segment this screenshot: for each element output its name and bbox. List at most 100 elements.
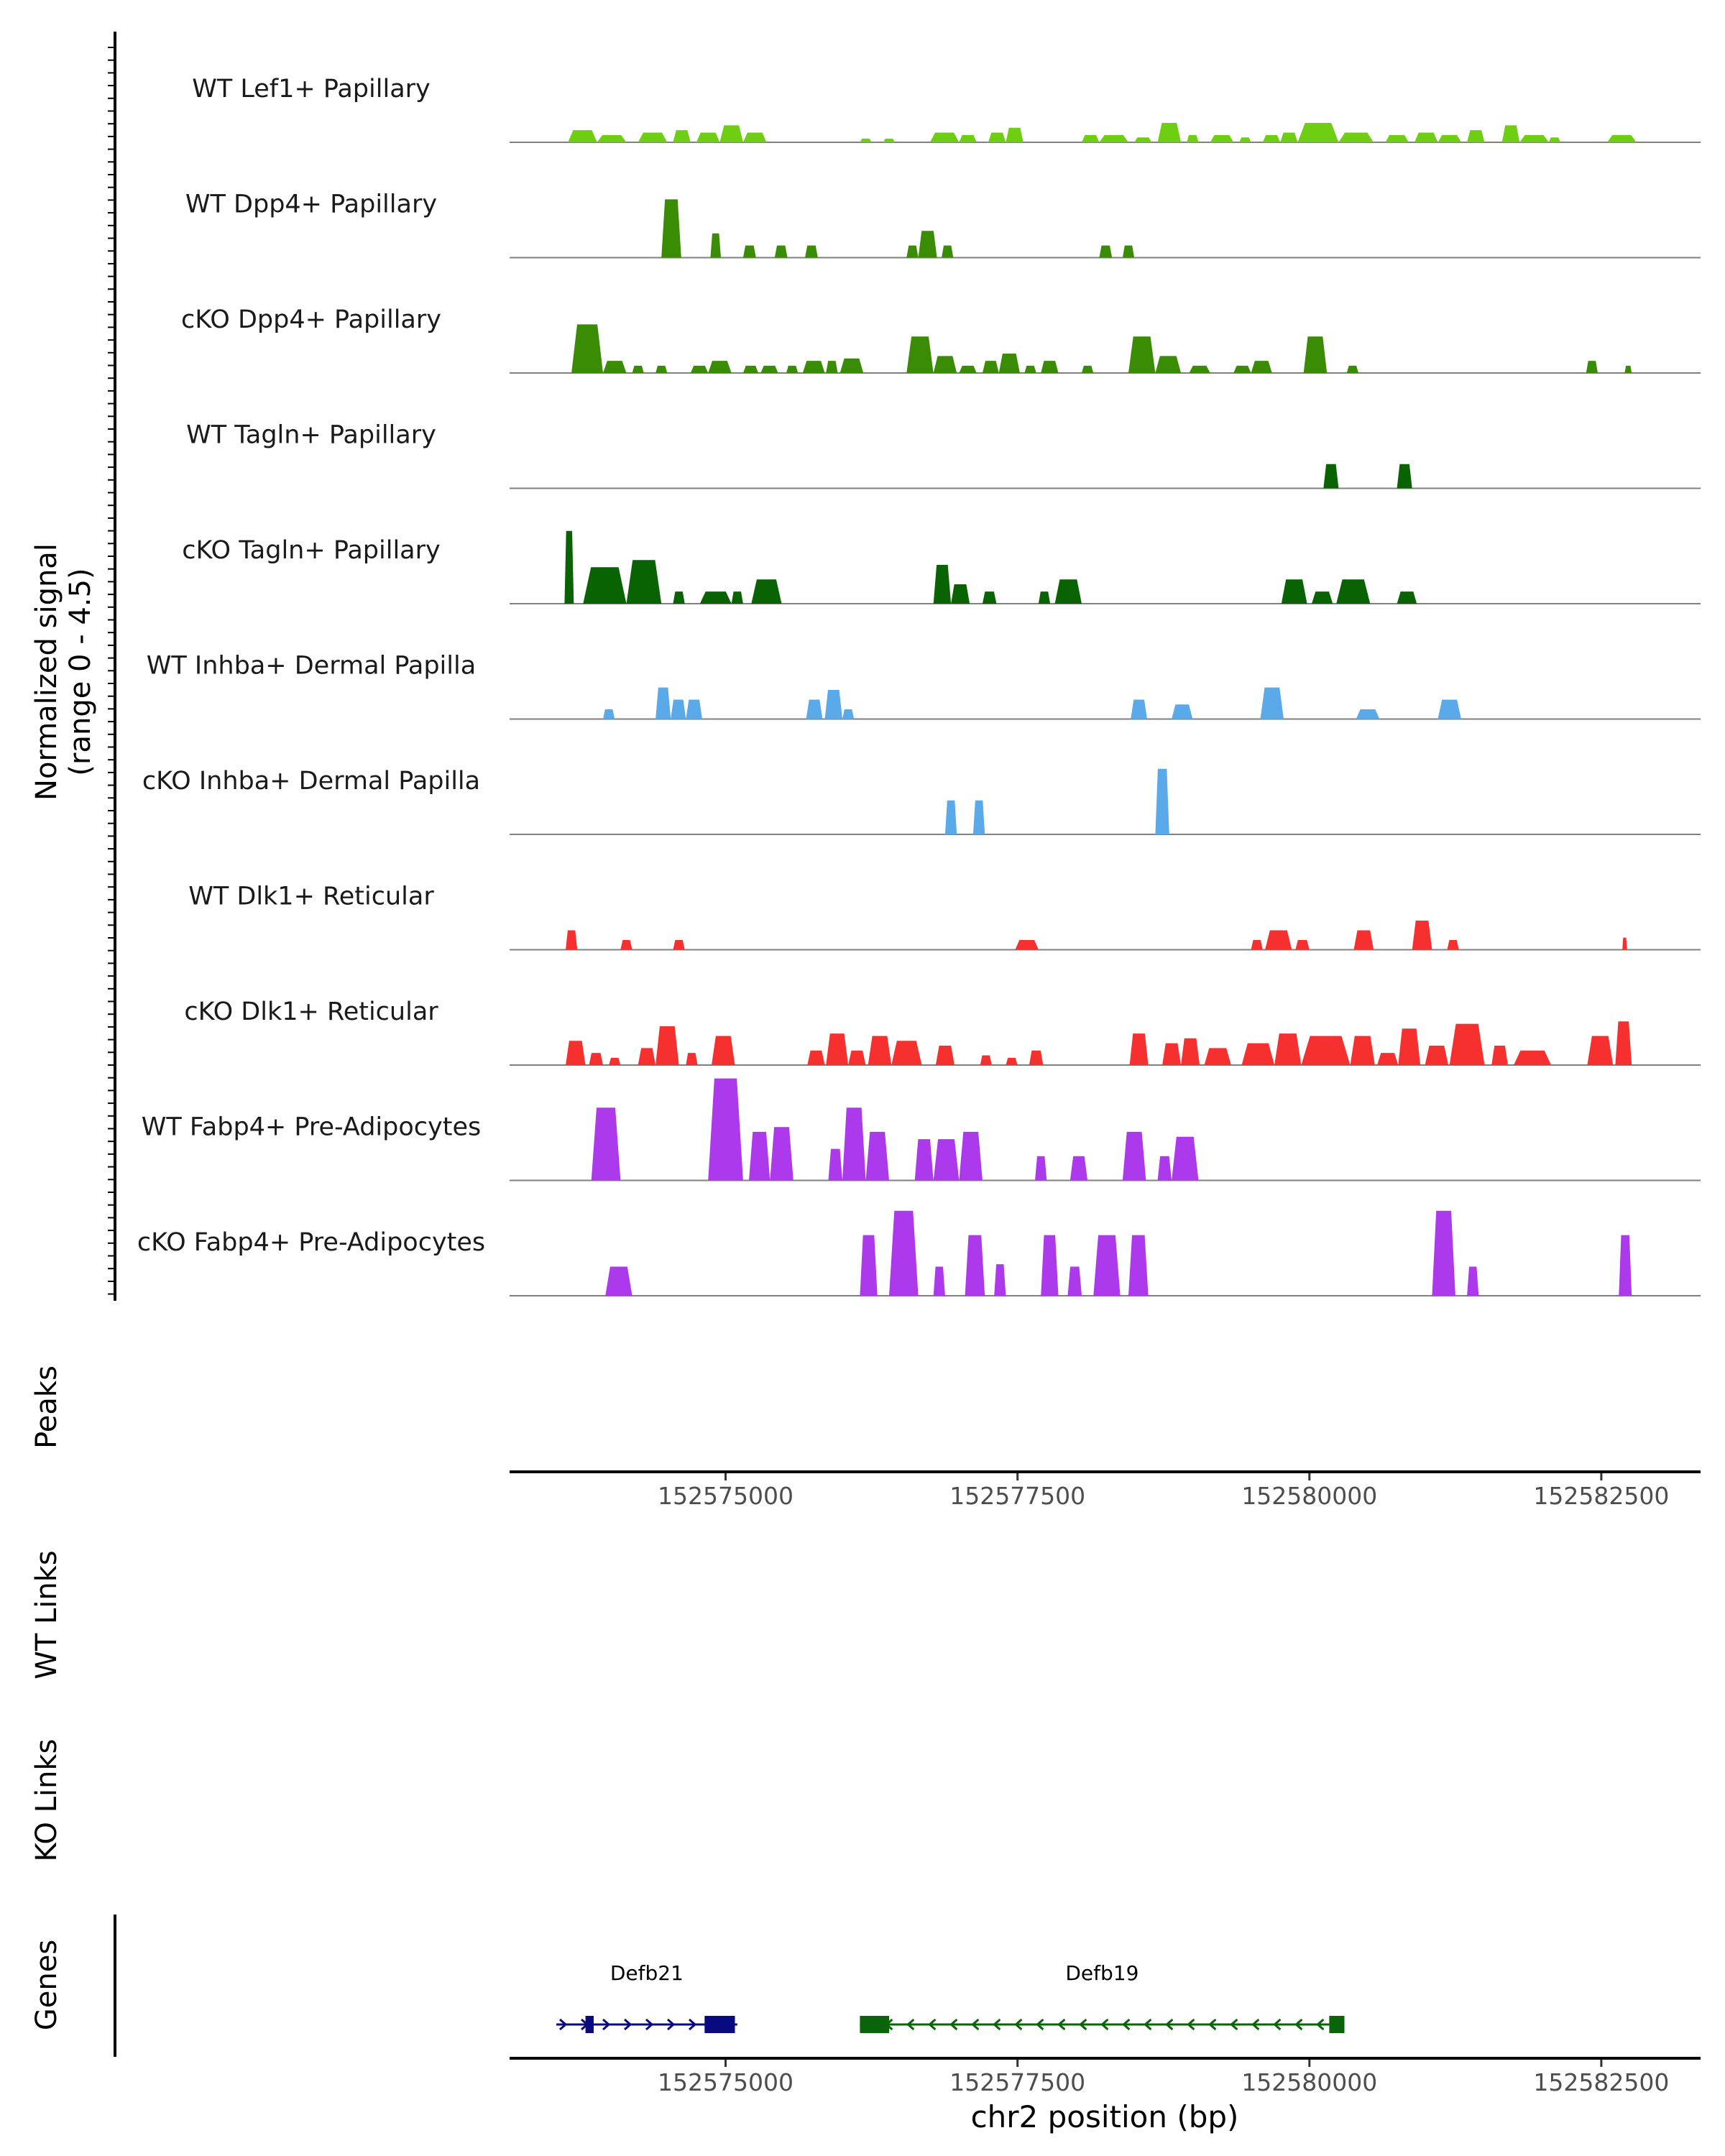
signal-peak bbox=[566, 1041, 586, 1065]
strand-arrow bbox=[1230, 2018, 1238, 2031]
track-label: WT Inhba+ Dermal Papilla bbox=[147, 652, 476, 681]
strand-arrow bbox=[1187, 2018, 1195, 2031]
signal-peak bbox=[1035, 1156, 1047, 1181]
strand-arrow bbox=[1144, 2018, 1152, 2031]
signal-peak bbox=[673, 130, 691, 142]
track-label: cKO Tagln+ Papillary bbox=[182, 536, 441, 565]
signal-peak bbox=[712, 1036, 735, 1065]
signal-peak bbox=[591, 1107, 621, 1181]
signal-peak bbox=[988, 132, 1006, 142]
signal-peak bbox=[1353, 930, 1374, 950]
coverage-track: WT Inhba+ Dermal Papilla bbox=[147, 652, 1701, 720]
signal-peak bbox=[826, 1033, 849, 1065]
signal-peak bbox=[1029, 1050, 1044, 1065]
signal-peak bbox=[1265, 930, 1292, 950]
signal-peak bbox=[638, 132, 668, 142]
signal-peak bbox=[671, 699, 686, 719]
signal-peak bbox=[708, 1078, 743, 1181]
signal-peak bbox=[883, 138, 896, 142]
peaks-x-axis: 152575000 152577500 152580000 152582500 bbox=[658, 1473, 1669, 1510]
signal-peak bbox=[1398, 1028, 1421, 1065]
strand-arrow bbox=[1122, 2018, 1131, 2031]
signal-peak bbox=[1346, 365, 1358, 373]
coverage-tracks: WT Lef1+ Papillary WT Dpp4+ Papillary cKO … bbox=[137, 75, 1701, 1296]
signal-peak bbox=[661, 199, 681, 258]
signal-peak bbox=[708, 361, 732, 373]
signal-peak bbox=[1054, 579, 1082, 604]
signal-peak bbox=[959, 134, 977, 142]
signal-peak bbox=[906, 336, 934, 373]
signal-peak bbox=[1251, 940, 1263, 950]
strand-arrow bbox=[993, 2018, 1001, 2031]
signal-peak bbox=[933, 565, 952, 604]
signal-peak bbox=[1162, 1043, 1182, 1065]
signal-peak bbox=[1172, 1136, 1199, 1181]
signal-peak bbox=[1134, 137, 1152, 142]
signal-peak bbox=[933, 356, 957, 373]
coverage-track: WT Dlk1+ Reticular bbox=[188, 883, 1701, 951]
signal-peak bbox=[929, 132, 960, 142]
track-label: WT Dlk1+ Reticular bbox=[188, 883, 434, 911]
signal-peak bbox=[959, 1131, 983, 1181]
strand-arrow bbox=[1208, 2018, 1217, 2031]
signal-peak bbox=[760, 365, 778, 373]
signal-peak bbox=[840, 358, 864, 373]
signal-peak bbox=[742, 365, 758, 373]
signal-peak bbox=[1587, 1036, 1614, 1065]
strand-arrow bbox=[1165, 2018, 1174, 2031]
signal-peak bbox=[1015, 940, 1039, 950]
signal-peak bbox=[933, 1139, 960, 1181]
signal-peak bbox=[1447, 940, 1459, 950]
signal-peak bbox=[696, 132, 720, 142]
signal-peak bbox=[1006, 1057, 1018, 1065]
genes-x-axis: 152575000 152577500 152580000 152582500 bbox=[658, 2060, 1669, 2096]
coverage-y-axis bbox=[108, 32, 116, 1301]
signal-peak bbox=[1082, 365, 1094, 373]
signal-peak bbox=[824, 690, 842, 719]
signal-peak bbox=[1181, 1038, 1200, 1065]
strand-arrow bbox=[1251, 2018, 1260, 2031]
gene-exon bbox=[585, 2016, 594, 2033]
signal-peak bbox=[1432, 1210, 1455, 1296]
signal-peak bbox=[638, 1048, 656, 1065]
signal-peak bbox=[749, 1131, 770, 1181]
coverage-track: cKO Dlk1+ Reticular bbox=[184, 998, 1701, 1066]
strand-arrow bbox=[971, 2018, 980, 2031]
signal-peak bbox=[603, 361, 627, 373]
signal-peak bbox=[982, 361, 999, 373]
signal-peak bbox=[1099, 134, 1128, 142]
coverage-track: cKO Fabp4+ Pre-Adipocytes bbox=[137, 1210, 1701, 1296]
signal-peak bbox=[1501, 125, 1520, 142]
signal-peak bbox=[1425, 1046, 1449, 1065]
signal-peak bbox=[1172, 704, 1193, 719]
signal-peak bbox=[1038, 591, 1051, 604]
x-tick-label: 152575000 bbox=[658, 1482, 794, 1510]
signal-peak bbox=[1514, 1050, 1552, 1065]
signal-peak bbox=[860, 138, 872, 142]
signal-peak bbox=[1449, 1023, 1485, 1065]
signal-peak bbox=[742, 245, 756, 258]
signal-peak bbox=[868, 1036, 892, 1065]
signal-peak bbox=[1295, 940, 1310, 950]
signal-peak bbox=[1586, 361, 1598, 373]
signal-peak bbox=[1519, 134, 1549, 142]
track-label: WT Fabp4+ Pre-Adipocytes bbox=[142, 1113, 481, 1142]
signal-peak bbox=[1624, 365, 1632, 373]
strand-arrow bbox=[1014, 2018, 1023, 2031]
signal-peak bbox=[1006, 127, 1024, 142]
signal-peak bbox=[751, 579, 782, 604]
signal-peak bbox=[889, 1210, 919, 1296]
strand-arrow bbox=[667, 2018, 676, 2031]
signal-peak bbox=[1274, 1033, 1302, 1065]
signal-peak bbox=[848, 1050, 866, 1065]
track-label: WT Tagln+ Papillary bbox=[186, 421, 436, 450]
signal-peak bbox=[1189, 365, 1210, 373]
gene-model: Defb21 bbox=[556, 1961, 737, 2033]
signal-peak bbox=[568, 130, 597, 142]
signal-peak bbox=[1397, 464, 1412, 489]
signal-peak bbox=[1548, 137, 1561, 142]
signal-peak bbox=[1128, 336, 1156, 373]
signal-peak bbox=[1239, 137, 1251, 142]
signal-peak bbox=[944, 800, 957, 834]
